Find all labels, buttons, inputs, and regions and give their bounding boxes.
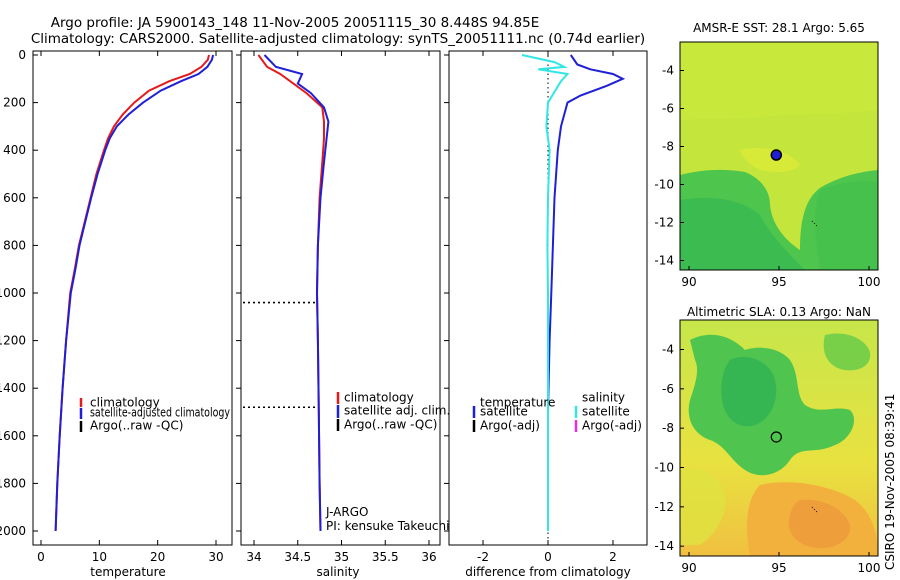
depth-tick-label: 600	[3, 191, 26, 205]
depth-tick-label: 400	[3, 143, 26, 157]
legend-label-temperature-satellite: satellite	[480, 405, 528, 419]
sla-map-panel: Altimetric SLA: 0.13 Argo: NaN 90 95 100 -4…	[654, 305, 880, 575]
sst-map-axes: 90 95 100 -4 -6 -8 -10 -12 -14	[654, 64, 880, 290]
sst-float-marker	[770, 149, 783, 161]
timestamp-stamp: CSIRO 19-Nov-2005 08:39:41	[883, 394, 897, 570]
x-tick-label: 10	[92, 550, 107, 564]
sla-float-marker	[770, 431, 782, 443]
difference-series	[521, 54, 626, 531]
map-y-tick-label: -12	[654, 216, 674, 230]
temperature-series	[54, 54, 215, 532]
legend-label-salinity-argo: Argo(-adj)	[582, 419, 642, 433]
float-position-dot	[770, 149, 783, 161]
legend-label-argo: Argo(..raw -QC)	[344, 418, 437, 432]
depth-tick-label: 1400	[0, 381, 26, 395]
legend-group-salinity: salinity	[582, 391, 625, 405]
depth-axis: 0 200 400 600 800 1000 1200 1400 1600 1800 2000	[0, 48, 449, 538]
program-annotation: J-ARGO	[325, 505, 368, 519]
salinity-axes-frame	[240, 50, 441, 546]
map-y-tick-label: -6	[662, 102, 674, 116]
difference-x-axis: -2 0 2	[477, 51, 617, 564]
map-y-tick-label: -4	[662, 343, 674, 357]
map-y-tick-label: -8	[662, 140, 674, 154]
temperature-line-1	[54, 54, 215, 532]
difference-panel: -2 0 2 difference from climatology tempera…	[448, 50, 648, 579]
depth-tick-label: 2000	[0, 524, 26, 538]
map-x-tick-label: 95	[771, 561, 786, 575]
legend-label-salinity-satellite: satellite	[582, 405, 630, 419]
depth-tick-label: 200	[3, 96, 26, 110]
map-x-tick-label: 90	[681, 275, 696, 289]
sla-map-axes: 90 95 100 -4 -6 -8 -10 -12 -14	[654, 343, 880, 576]
legend-label-temperature-argo: Argo(-adj)	[480, 419, 540, 433]
x-tick-label: 34	[246, 550, 261, 564]
sla-map-title: Altimetric SLA: 0.13 Argo: NaN	[687, 305, 871, 319]
legend-label-satellite: satellite adj. clim.	[344, 404, 450, 418]
map-x-tick-label: 100	[858, 561, 881, 575]
map-y-tick-label: -8	[662, 421, 674, 435]
difference-line-1	[521, 54, 570, 531]
depth-tick-label: 1000	[0, 286, 26, 300]
depth-tick-label: 1600	[0, 429, 26, 443]
map-x-tick-label: 90	[681, 561, 696, 575]
x-tick-label: 36	[421, 550, 436, 564]
temperature-x-axis: 0 10 20 30	[37, 51, 224, 564]
x-tick-label: 0	[544, 550, 552, 564]
map-x-tick-label: 95	[771, 275, 786, 289]
legend-label-climatology: climatology	[344, 391, 414, 405]
sst-map-title: AMSR-E SST: 28.1 Argo: 5.65	[693, 21, 865, 35]
salinity-xlabel: salinity	[316, 565, 359, 579]
float-position-dot	[770, 431, 782, 443]
depth-tick-label: 1200	[0, 334, 26, 348]
temperature-axes-frame	[32, 50, 233, 546]
pi-annotation: PI: kensuke Takeuchi	[326, 519, 449, 533]
map-y-tick-label: -12	[654, 500, 674, 514]
x-tick-label: 2	[609, 550, 617, 564]
legend-label-satellite: satellite-adjusted climatology	[90, 406, 230, 420]
depth-tick-label: 800	[3, 238, 26, 252]
sla-heatmap	[680, 320, 878, 556]
sst-map-panel: AMSR-E SST: 28.1 Argo: 5.65 90 95 100 -4 -6 -…	[654, 21, 880, 289]
map-y-tick-label: -10	[654, 178, 674, 192]
salinity-x-axis: 34 34.5 35 35.5 36	[246, 51, 437, 564]
salinity-legend: climatology satellite adj. clim. Argo(..…	[336, 391, 450, 432]
x-tick-label: 35	[334, 550, 349, 564]
x-tick-label: 30	[208, 550, 223, 564]
x-tick-label: 35.5	[372, 550, 399, 564]
temperature-xlabel: temperature	[90, 565, 165, 579]
legend-label-climatology: climatology	[90, 396, 160, 410]
sst-heatmap	[680, 42, 878, 270]
temperature-panel: 0 200 400 600 800 1000 1200 1400 1600 1800 2000 0 1…	[0, 48, 449, 579]
legend-label-argo: Argo(..raw -QC)	[90, 419, 183, 433]
title-line-2: Climatology: CARS2000. Satellite-adjuste…	[31, 31, 645, 47]
difference-legend: temperature satellite Argo(-adj) salinit…	[472, 391, 642, 433]
x-tick-label: 0	[37, 550, 45, 564]
map-y-tick-label: -14	[654, 254, 674, 268]
map-y-tick-label: -4	[662, 64, 674, 78]
map-y-tick-label: -14	[654, 539, 674, 553]
salinity-dotted-markers	[243, 301, 316, 409]
x-tick-label: 34.5	[284, 550, 311, 564]
difference-xlabel: difference from climatology	[465, 565, 631, 579]
salinity-series	[257, 54, 330, 532]
x-tick-label: -2	[477, 550, 489, 564]
x-tick-label: 20	[150, 550, 165, 564]
map-x-tick-label: 100	[858, 275, 881, 289]
difference-line-0	[547, 54, 626, 531]
map-y-tick-label: -10	[654, 461, 674, 475]
salinity-panel: 34 34.5 35 35.5 36 salinity climatology sate…	[240, 50, 450, 579]
title-line-1: Argo profile: JA 5900143_148 11-Nov-2005…	[51, 15, 540, 31]
salinity-line-1	[263, 54, 330, 532]
legend-group-temperature: temperature	[480, 396, 555, 410]
map-y-tick-label: -6	[662, 382, 674, 396]
depth-tick-label: 1800	[0, 476, 26, 490]
depth-tick-label: 0	[18, 48, 26, 62]
temperature-legend: climatology satellite-adjusted climatolo…	[79, 396, 230, 433]
